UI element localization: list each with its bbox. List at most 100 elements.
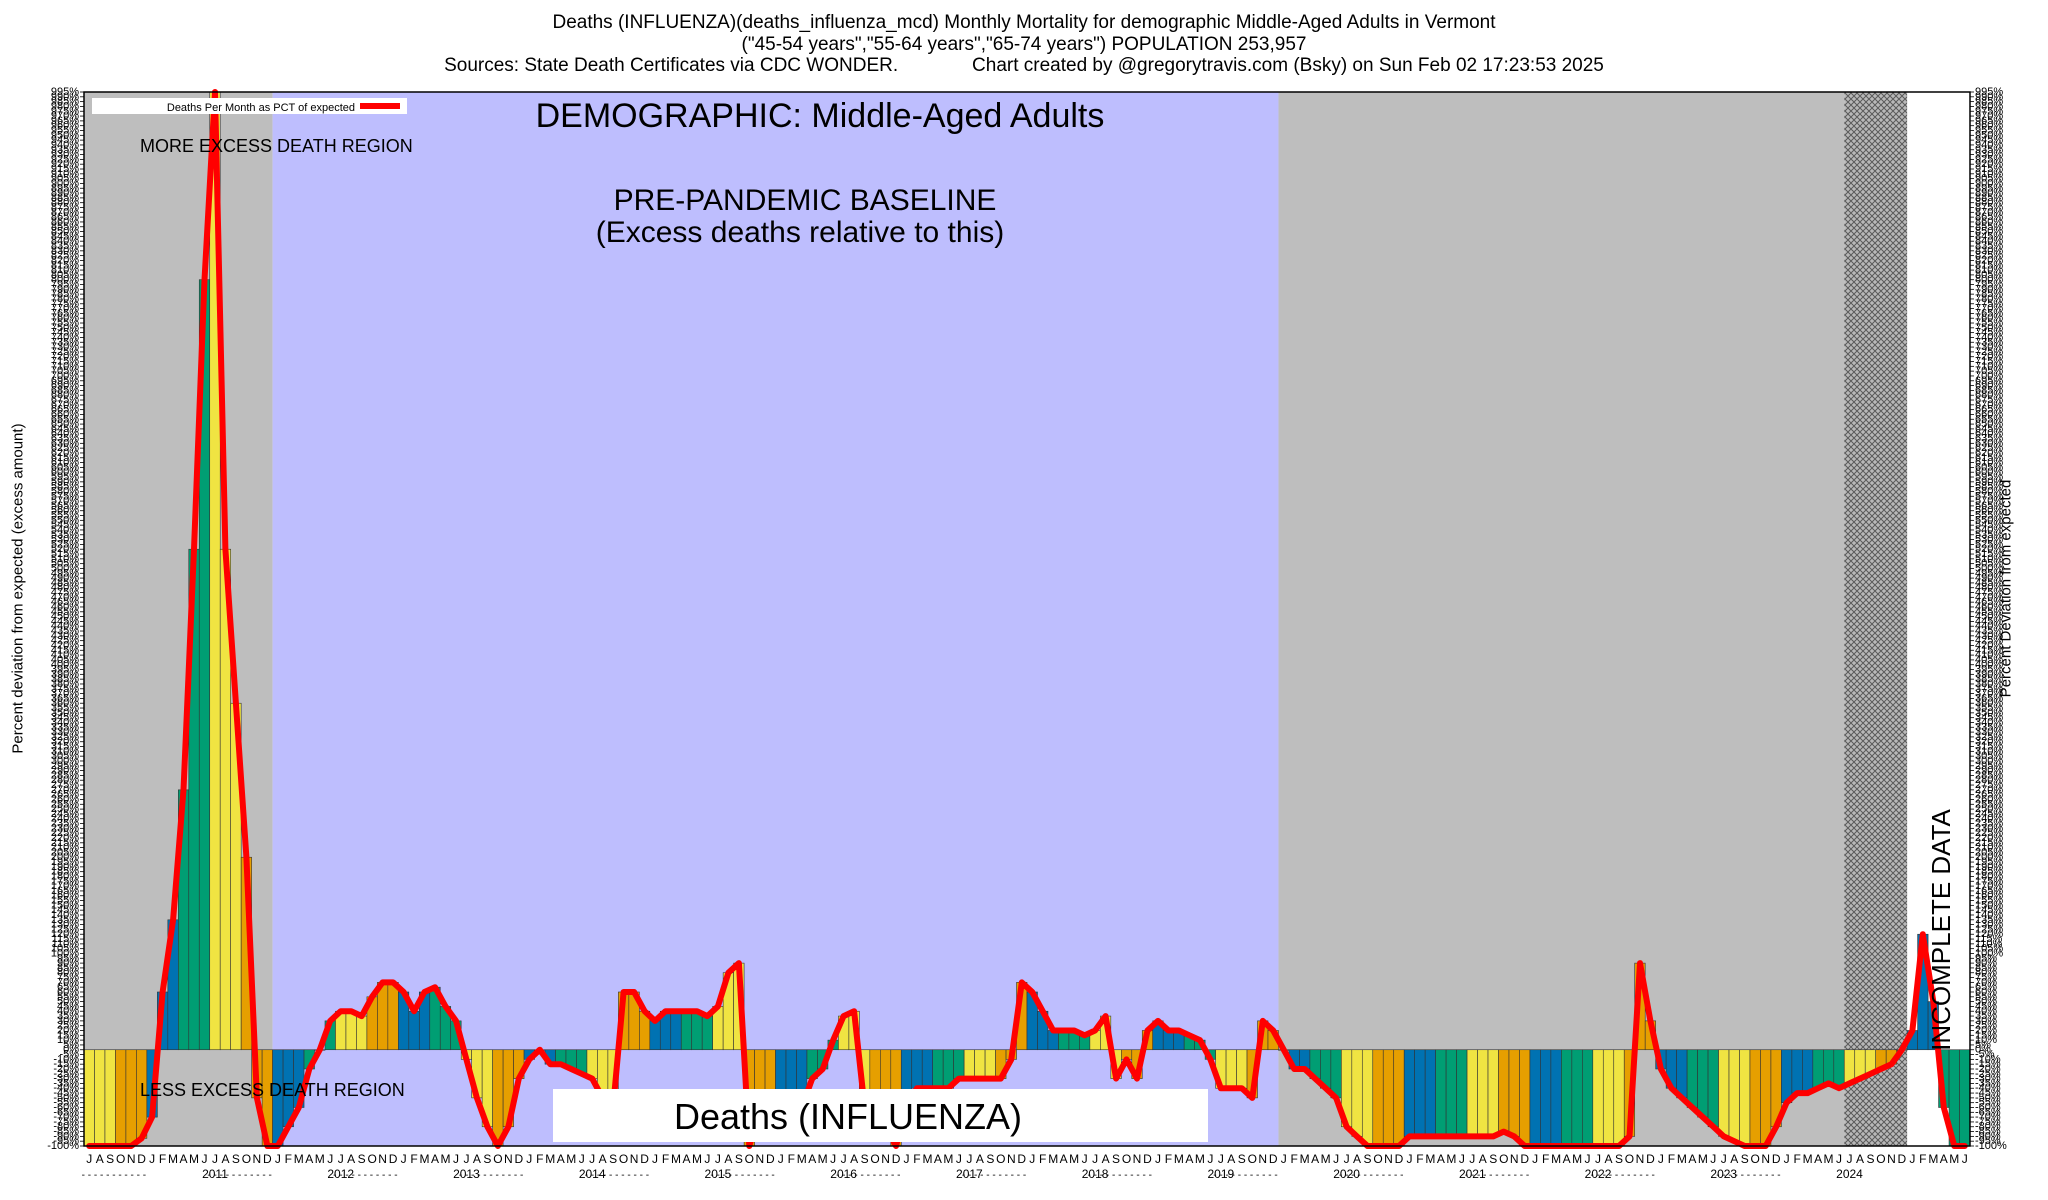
y-tick-label-right: 195% (1975, 856, 2003, 868)
y-tick-label-right: 65% (1975, 981, 1997, 993)
y-tick-label-right: 570% (1975, 495, 2003, 507)
x-tick-month: J (1207, 1152, 1213, 1166)
y-tick-label-right: 990% (1975, 91, 2003, 103)
bar-160 (1760, 1049, 1772, 1147)
x-tick-month: O (1751, 1152, 1760, 1166)
y-tick-label-right: 150% (1975, 899, 2003, 911)
y-tick-label-right: 480% (1975, 582, 2003, 594)
y-tick-label-left: 745% (51, 327, 79, 339)
x-tick-month: S (735, 1152, 743, 1166)
x-tick-month: F (536, 1152, 543, 1166)
y-tick-label-left: 490% (51, 572, 79, 584)
bar-163 (1791, 1049, 1803, 1094)
x-tick-month: N (1887, 1152, 1896, 1166)
y-tick-label-left: 355% (51, 702, 79, 714)
x-tick-month: M (1195, 1152, 1205, 1166)
y-tick-label-left: -10% (53, 1053, 79, 1065)
bar-123 (1372, 1049, 1384, 1147)
x-tick-month: A (1730, 1152, 1738, 1166)
y-tick-label-right: 745% (1975, 327, 2003, 339)
line-series (86, 89, 1968, 1149)
y-tick-label-left: -35% (53, 1077, 79, 1089)
y-tick-label-right: -10% (1975, 1053, 2001, 1065)
bar-153 (1686, 1049, 1698, 1108)
x-tick-month: J (1029, 1152, 1035, 1166)
x-year-label: 2024 (1836, 1167, 1863, 1181)
y-tick-label-right: 335% (1975, 721, 2003, 733)
y-tick-label-left: 875% (51, 202, 79, 214)
y-tick-label-left: 860% (51, 216, 79, 228)
x-tick-month: J (1710, 1152, 1716, 1166)
y-tick-label-left: 390% (51, 668, 79, 680)
y-tick-label-left: 315% (51, 741, 79, 753)
y-tick-label-right: 560% (1975, 505, 2003, 517)
y-tick-label-left: 815% (51, 259, 79, 271)
x-tick-month: M (1803, 1152, 1813, 1166)
x-tick-month: A (1940, 1152, 1948, 1166)
x-tick-month: N (1133, 1152, 1142, 1166)
y-tick-label-left: 685% (51, 384, 79, 396)
y-tick-label-left: 50% (57, 996, 79, 1008)
y-tick-label-left: 105% (51, 943, 79, 955)
bar-133 (1477, 1049, 1489, 1137)
y-tick-label-right: 125% (1975, 923, 2003, 935)
x-tick-month: N (504, 1152, 513, 1166)
x-tick-month: F (1542, 1152, 1549, 1166)
more-excess-region-label: MORE EXCESS DEATH REGION (140, 136, 413, 156)
y-tick-label-left: 865% (51, 211, 79, 223)
x-tick-month: J (1847, 1152, 1853, 1166)
x-year-label: 2013 (453, 1167, 480, 1181)
x-tick-month: M (671, 1152, 681, 1166)
x-tick-month: S (1866, 1152, 1874, 1166)
y-tick-label-right: -15% (1975, 1058, 2001, 1070)
y-tick-label-right: 260% (1975, 793, 2003, 805)
y-tick-label-right: 960% (1975, 120, 2003, 132)
bar-109 (1225, 1049, 1237, 1089)
y-tick-label-right: 600% (1975, 466, 2003, 478)
y-tick-label-left: -80% (53, 1121, 79, 1133)
y-tick-label-left: -20% (53, 1063, 79, 1075)
y-tick-label-right: 885% (1975, 192, 2003, 204)
y-tick-label-right: 80% (1975, 967, 1997, 979)
y-tick-label-right: 610% (1975, 457, 2003, 469)
y-tick-label-left: 30% (57, 1015, 79, 1027)
bar-140 (1550, 1049, 1562, 1147)
bar-144 (1592, 1049, 1604, 1147)
bar-130 (1445, 1049, 1457, 1137)
bar-137 (1519, 1049, 1531, 1147)
x-tick-month: O (745, 1152, 754, 1166)
x-tick-month: D (766, 1152, 775, 1166)
y-tick-label-left: 225% (51, 827, 79, 839)
y-tick-label-left: 370% (51, 688, 79, 700)
y-tick-label-right: 190% (1975, 861, 2003, 873)
y-tick-label-right: -30% (1975, 1073, 2001, 1085)
y-tick-label-left: 40% (57, 1005, 79, 1017)
cause-box (553, 1089, 1208, 1142)
x-tick-month: A (1060, 1152, 1068, 1166)
x-year-label: 2014 (579, 1167, 606, 1181)
x-tick-month: J (830, 1152, 836, 1166)
y-tick-label-right: 410% (1975, 649, 2003, 661)
y-tick-label-right: 395% (1975, 664, 2003, 676)
y-tick-label-left: 380% (51, 678, 79, 690)
x-tick-month: O (870, 1152, 879, 1166)
y-tick-label-right: 720% (1975, 351, 2003, 363)
y-tick-label-right: 545% (1975, 519, 2003, 531)
y-tick-label-left: 120% (51, 928, 79, 940)
y-tick-label-right: 775% (1975, 298, 2003, 310)
x-year-label: 2018 (1082, 1167, 1109, 1181)
y-tick-label-left: 305% (51, 750, 79, 762)
x-tick-month: J (1585, 1152, 1591, 1166)
y-tick-label-right: 785% (1975, 288, 2003, 300)
bar-158 (1739, 1049, 1751, 1147)
y-tick-label-left: 510% (51, 553, 79, 565)
y-tick-label-right: 970% (1975, 110, 2003, 122)
x-tick-month: J (1344, 1152, 1350, 1166)
baseline-label-line1: PRE-PANDEMIC BASELINE (614, 184, 997, 217)
y-tick-label-left: 625% (51, 442, 79, 454)
y-tick-label-left: 80% (57, 967, 79, 979)
x-tick-month: O (1876, 1152, 1885, 1166)
y-tick-label-right: 325% (1975, 731, 2003, 743)
y-tick-label-right: 160% (1975, 890, 2003, 902)
